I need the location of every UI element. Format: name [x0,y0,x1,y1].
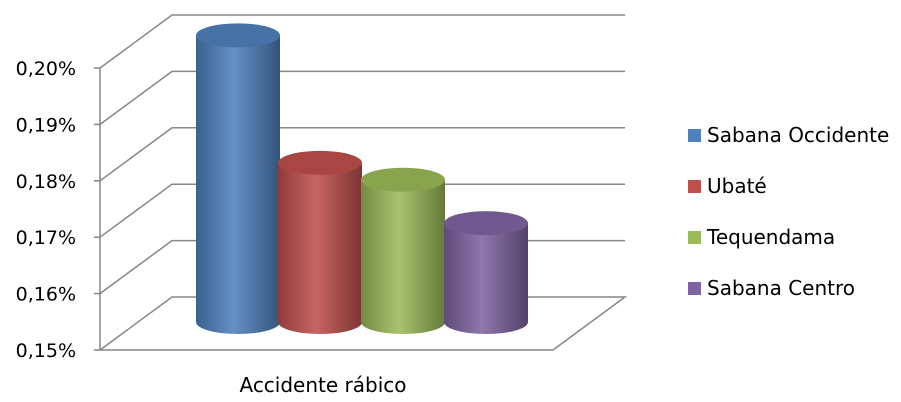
legend-label: Sabana Occidente [707,123,890,147]
gridline [99,70,625,126]
legend: Sabana Occidente Ubaté Tequendama Sabana Ce… [688,122,889,326]
bar-tequendama [361,167,445,334]
bar-ubat [278,150,362,334]
y-tick-label: 0,18% [16,171,76,193]
legend-label: Tequendama [707,225,836,249]
legend-swatch [688,230,701,244]
legend-swatch [688,128,701,142]
bar-body [361,179,445,334]
bar-body [196,35,280,335]
y-tick-label: 0,19% [16,114,76,136]
bar-top-cap [444,211,528,236]
bar-body [444,223,528,334]
legend-swatch [688,179,701,193]
legend-item: Sabana Occidente [688,122,889,148]
bar-sabana-centro [444,211,528,334]
legend-item: Sabana Centro [688,275,889,301]
bar-body [278,162,362,334]
bar-top-cap [361,167,445,192]
legend-label: Sabana Centro [707,276,855,300]
bar-top-cap [278,150,362,175]
y-tick-label: 0,17% [16,227,76,249]
gridline [99,127,625,182]
legend-item: Tequendama [688,224,889,250]
legend-item: Ubaté [688,173,889,199]
gridline [99,183,625,238]
bar-sabana-occidente [196,23,280,335]
y-tick-label: 0,15% [16,340,76,362]
category-label: Accidente rábico [239,373,406,397]
y-tick-label: 0,20% [16,58,76,80]
legend-swatch [688,281,701,295]
gridline [99,14,625,69]
legend-label: Ubaté [707,174,767,198]
y-tick-label: 0,16% [16,284,76,306]
bar-top-cap [196,23,280,48]
